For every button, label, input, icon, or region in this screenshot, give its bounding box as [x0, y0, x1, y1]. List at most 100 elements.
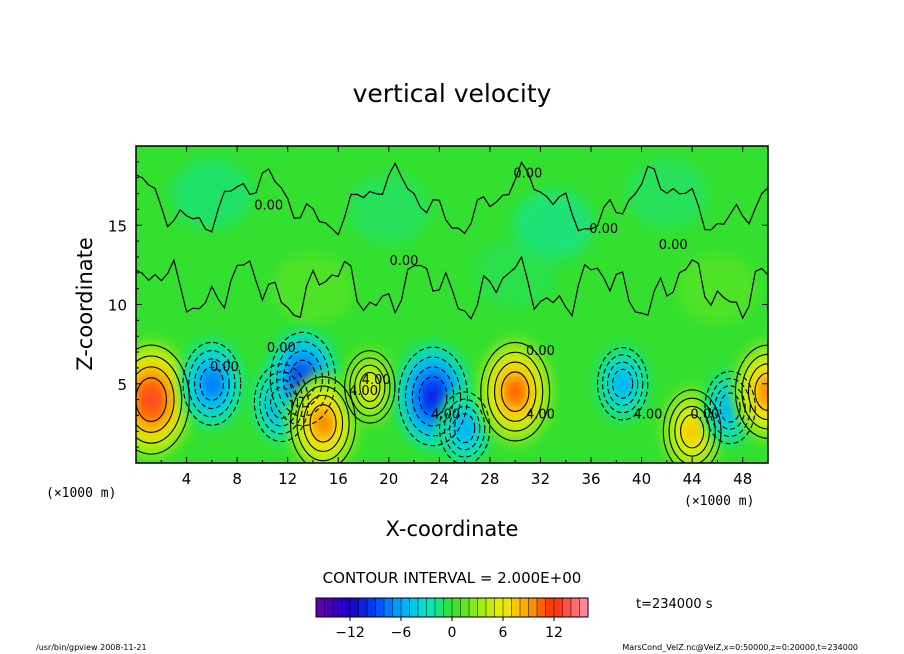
colorbar-segment: [384, 598, 393, 617]
colorbar-segment: [477, 598, 487, 617]
contour-ring: [747, 363, 768, 421]
field-level: [142, 387, 160, 412]
colorbar-segment: [316, 598, 325, 617]
colorbar-segment: [401, 598, 410, 617]
field-level: [685, 422, 699, 441]
contour-ring: [480, 341, 551, 442]
contour-ring: [454, 413, 476, 444]
colorbar-segment: [443, 598, 453, 617]
contour-ring: [344, 350, 396, 424]
contour-ring: [289, 376, 357, 463]
colorbar-segment: [435, 598, 444, 617]
contour-interval-label: CONTOUR INTERVAL = 2.000E+00: [323, 569, 582, 587]
contour-ring: [309, 404, 337, 443]
contour-lines: [136, 161, 768, 463]
colorbar-segment: [350, 598, 359, 617]
contour-ring: [136, 366, 175, 433]
downdraft-cell-1: [180, 338, 244, 429]
contour-label: 4.00: [362, 373, 391, 388]
contour-ring: [296, 385, 350, 462]
contour-ring: [596, 347, 649, 421]
time-label: t=234000 s: [636, 597, 713, 612]
contour-ring: [709, 378, 751, 438]
contour-ring: [136, 377, 167, 422]
colorbar-segment: [324, 598, 334, 617]
contour-ring: [136, 355, 183, 444]
colorbar-segment: [469, 598, 478, 617]
field-level: [760, 381, 768, 402]
contour-label: 0.00: [267, 341, 296, 356]
contour-label: 0.00: [210, 360, 239, 375]
contour-ring: [680, 414, 705, 449]
chart-title: vertical velocity: [353, 79, 552, 108]
contour-ring: [719, 392, 741, 423]
colorbar-segment: [562, 598, 572, 617]
x-tick-label: 20: [379, 470, 398, 488]
field-level: [724, 399, 736, 416]
contour-ring: [704, 370, 756, 445]
contour-ring: [354, 364, 386, 410]
contour-ring: [418, 376, 448, 417]
footer-right: MarsCond_VelZ.nc@VelZ,x=0:50000,z=0:2000…: [622, 643, 858, 652]
colorbar-segment: [554, 598, 563, 617]
contour-ring: [754, 372, 768, 411]
contour-label: 4.00: [633, 408, 662, 423]
field-level: [205, 374, 219, 393]
field-level: [315, 413, 331, 434]
x-tick-label: 16: [329, 470, 348, 488]
x-axis-label: X-coordinate: [386, 517, 519, 541]
contour-label-group: 0.000.000.000.000.000.000.000.004.004.00…: [210, 167, 719, 423]
colorbar-segment: [418, 598, 427, 617]
contour-ring: [668, 397, 716, 463]
colorbar-segment: [537, 598, 546, 617]
contour-label: 4.00: [349, 384, 378, 399]
colorbar-segment: [528, 598, 538, 617]
x-tick-label: 40: [632, 470, 651, 488]
colorbar-segment: [367, 598, 376, 617]
colorbar-segment: [486, 598, 495, 617]
colorbar-segment: [333, 598, 342, 617]
y-tick-label: 10: [108, 297, 127, 315]
colorbar-segment: [503, 598, 512, 617]
updraft-cell-8: [477, 338, 553, 446]
colorbar-segment: [392, 598, 402, 617]
contour-ring: [302, 394, 344, 452]
colorbar: [315, 598, 589, 617]
x-tick-label: 4: [182, 470, 192, 488]
colorbar-segment: [520, 598, 529, 617]
contour-ring: [438, 391, 491, 463]
contour-label: 0.00: [589, 222, 618, 237]
x-tick-label: 44: [683, 470, 702, 488]
contour-label: 0.00: [690, 408, 719, 423]
contour-label: 0.00: [389, 254, 418, 269]
colorbar-segment: [494, 598, 504, 617]
contour-ring: [276, 341, 330, 417]
field-level: [459, 420, 471, 436]
x-tick-label: 36: [581, 470, 600, 488]
contour-ring: [398, 346, 469, 447]
y-tick-label: 15: [108, 217, 127, 235]
contour-ring: [264, 378, 299, 427]
contour-ring: [714, 385, 746, 430]
colorbar-segment: [358, 598, 368, 617]
background-tint: [171, 158, 253, 229]
field-level: [507, 380, 523, 403]
footer-left: /usr/bin/gpview 2008-11-21: [36, 643, 147, 652]
x-tick-label: 48: [733, 470, 752, 488]
colorbar-tick-label: 6: [499, 625, 508, 641]
x-axis-unit: (×1000 m): [684, 494, 754, 509]
contour-ring: [607, 361, 639, 406]
y-tick-label: 5: [117, 376, 127, 394]
contour-ring: [404, 356, 462, 437]
updraft-cell-0: [136, 340, 193, 459]
plot-area: 0.000.000.000.000.000.000.000.004.004.00…: [135, 145, 769, 464]
colorbar-tick-label: 0: [448, 625, 457, 641]
contour-ring: [188, 350, 236, 418]
x-tick-label: 24: [430, 470, 449, 488]
contour-label: 0.00: [254, 198, 283, 213]
zero-contour-upper: [136, 161, 768, 236]
contour-ring: [443, 398, 486, 458]
contour-ring: [136, 344, 190, 455]
contour-ring: [182, 341, 242, 426]
contour-ring: [500, 371, 530, 412]
